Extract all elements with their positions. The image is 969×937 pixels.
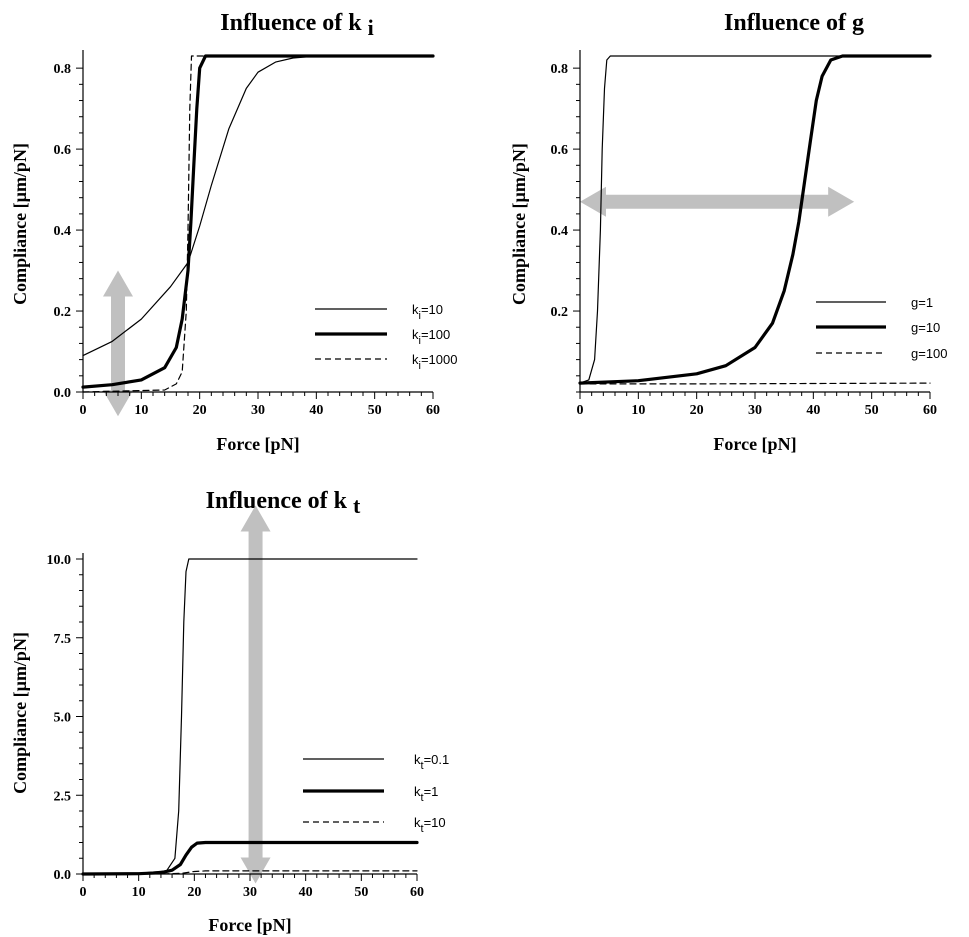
chart-influence-g: Influence of g 0 10 20 30 40 50 60 0.2 0.4 0.6 0.8…: [509, 10, 948, 454]
chart-influence-kt: Influence of k t 0 10 20 30 40 50 60 0.0 2.5 5.0 7.…: [10, 488, 449, 935]
series-line-kt-1: [81, 840, 419, 876]
double-arrow-annotation: [580, 186, 855, 217]
series-line-ki-10: [82, 55, 434, 357]
x-tick-label: 0: [80, 885, 87, 900]
y-tick-label: 0.2: [551, 305, 569, 320]
y-tick-label: 0.4: [54, 224, 72, 239]
y-tick-label: 0.8: [551, 62, 569, 77]
y-tick-label: 0.8: [54, 62, 72, 77]
series-line-g-100: [579, 382, 931, 385]
x-tick-label: 40: [806, 403, 820, 418]
x-tick-label: 50: [354, 885, 368, 900]
double-arrow-annotation: [103, 270, 133, 417]
x-tick-label: 10: [134, 403, 148, 418]
legend-label: ki=10: [412, 302, 443, 322]
y-axis-label: Compliance [µm/pN]: [10, 632, 30, 794]
x-tick-label: 20: [690, 403, 704, 418]
x-axis-label: Force [pN]: [713, 434, 796, 454]
chart-title: Influence of g: [724, 10, 864, 36]
y-tick-label: 0.0: [54, 868, 72, 883]
legend-label: kt=0.1: [414, 752, 449, 772]
x-tick-label: 20: [187, 885, 201, 900]
y-tick-label: 0.0: [54, 386, 72, 401]
y-tick-label: 0.6: [54, 143, 72, 158]
y-tick-label: 10.0: [47, 553, 72, 568]
legend-label: ki=100: [412, 327, 450, 347]
chart-title: Influence of k i: [220, 10, 373, 40]
x-tick-label: 0: [80, 403, 87, 418]
y-tick-label: 7.5: [54, 632, 72, 647]
x-tick-label: 0: [577, 403, 584, 418]
x-tick-label: 50: [368, 403, 382, 418]
series-line-g-1: [579, 55, 931, 384]
y-tick-label: 0.4: [551, 224, 569, 239]
double-arrow-annotation: [240, 505, 271, 884]
x-tick-label: 60: [410, 885, 424, 900]
x-tick-label: 60: [426, 403, 440, 418]
legend-label: g=10: [911, 320, 940, 335]
legend-label: g=1: [911, 295, 933, 310]
x-tick-label: 20: [193, 403, 207, 418]
x-tick-label: 30: [243, 885, 257, 900]
x-tick-label: 60: [923, 403, 937, 418]
x-tick-label: 10: [132, 885, 146, 900]
chart-title: Influence of k t: [206, 488, 361, 518]
y-tick-label: 2.5: [54, 789, 72, 804]
x-axis-label: Force [pN]: [208, 915, 291, 935]
x-axis-label: Force [pN]: [216, 434, 299, 454]
chart-influence-ki: Influence of k i 0 10 20 30 40 50 60 0.0 0.2 0.4 0.…: [10, 10, 457, 454]
y-tick-label: 5.0: [54, 711, 72, 726]
series-line-ki-1000: [82, 55, 434, 393]
series-line-kt-10: [82, 870, 418, 875]
legend-label: kt=1: [414, 784, 438, 804]
x-tick-label: 30: [251, 403, 265, 418]
legend-label: ki=1000: [412, 352, 457, 372]
x-tick-label: 10: [631, 403, 645, 418]
y-axis-label: Compliance [µm/pN]: [509, 143, 529, 305]
y-axis-label: Compliance [µm/pN]: [10, 143, 30, 305]
legend-label: g=100: [911, 346, 948, 361]
x-tick-label: 40: [309, 403, 323, 418]
x-tick-label: 30: [748, 403, 762, 418]
y-tick-label: 0.6: [551, 143, 569, 158]
y-tick-label: 0.2: [54, 305, 72, 320]
series-line-g-10: [578, 54, 932, 385]
x-tick-label: 40: [299, 885, 313, 900]
series-line-ki-100: [81, 54, 435, 389]
x-tick-label: 50: [865, 403, 879, 418]
legend-label: kt=10: [414, 815, 446, 835]
